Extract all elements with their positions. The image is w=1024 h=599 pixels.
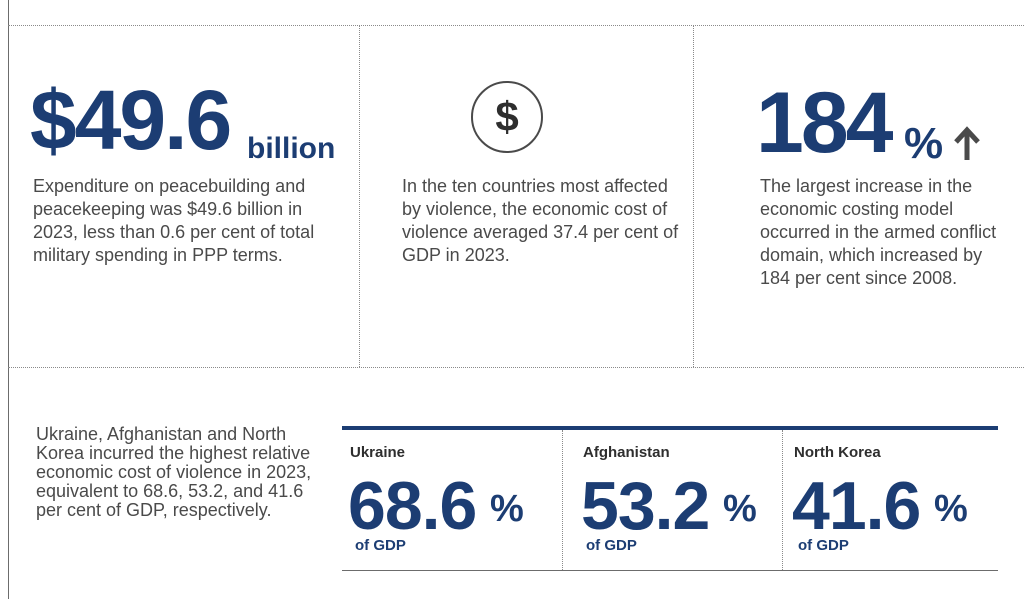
middle-divider: [8, 367, 1024, 368]
stat-percent-sign: %: [934, 488, 968, 530]
top-divider: [8, 25, 1024, 26]
increase-value: 184: [756, 75, 893, 171]
dollar-icon: $: [471, 81, 543, 153]
cost-description: In the ten countries most affected by vi…: [402, 176, 679, 265]
arrow-up-icon: [954, 126, 980, 160]
stat-country-name: North Korea: [794, 444, 881, 461]
increase-unit: %: [904, 119, 944, 168]
stats-divider-2: [782, 430, 783, 570]
countries-description: Ukraine, Afghanistan and North Korea inc…: [36, 424, 312, 520]
expenditure-unit: billion: [247, 132, 336, 165]
column-divider-2: [693, 26, 694, 367]
stat-country-name: Ukraine: [350, 444, 406, 461]
expenditure-description: Expenditure on peacebuilding and peaceke…: [33, 176, 315, 265]
stat-value: 53.2: [581, 468, 710, 544]
stat-value: 68.6: [348, 468, 477, 544]
column-divider-1: [359, 26, 360, 367]
stat-label: of GDP: [798, 537, 849, 554]
page-frame: [8, 0, 1024, 599]
increase-description: The largest increase in the economic cos…: [760, 176, 997, 288]
stat-label: of GDP: [586, 537, 637, 554]
stat-country-name: Afghanistan: [583, 444, 670, 461]
expenditure-value: $49.6: [30, 73, 232, 167]
stat-label: of GDP: [355, 537, 406, 554]
svg-text:$: $: [495, 93, 518, 140]
stats-top-bar: [342, 426, 998, 430]
stats-divider-1: [562, 430, 563, 570]
stat-value: 41.6: [792, 468, 921, 544]
stat-percent-sign: %: [723, 488, 757, 530]
stats-bottom-rule: [342, 570, 998, 571]
stat-percent-sign: %: [490, 488, 524, 530]
